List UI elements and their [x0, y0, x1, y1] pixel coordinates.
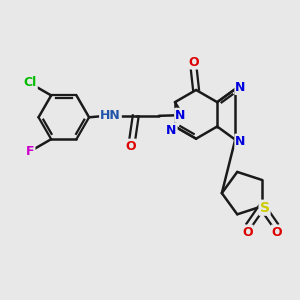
Text: F: F	[26, 145, 34, 158]
Text: N: N	[175, 109, 185, 122]
Text: HN: HN	[100, 109, 121, 122]
Text: Cl: Cl	[24, 76, 37, 88]
Text: O: O	[272, 226, 282, 238]
Text: N: N	[236, 81, 246, 94]
Text: O: O	[125, 140, 136, 153]
Text: O: O	[242, 226, 253, 238]
Text: S: S	[260, 201, 269, 215]
Text: N: N	[236, 135, 246, 148]
Text: O: O	[188, 56, 199, 68]
Text: N: N	[166, 124, 177, 136]
